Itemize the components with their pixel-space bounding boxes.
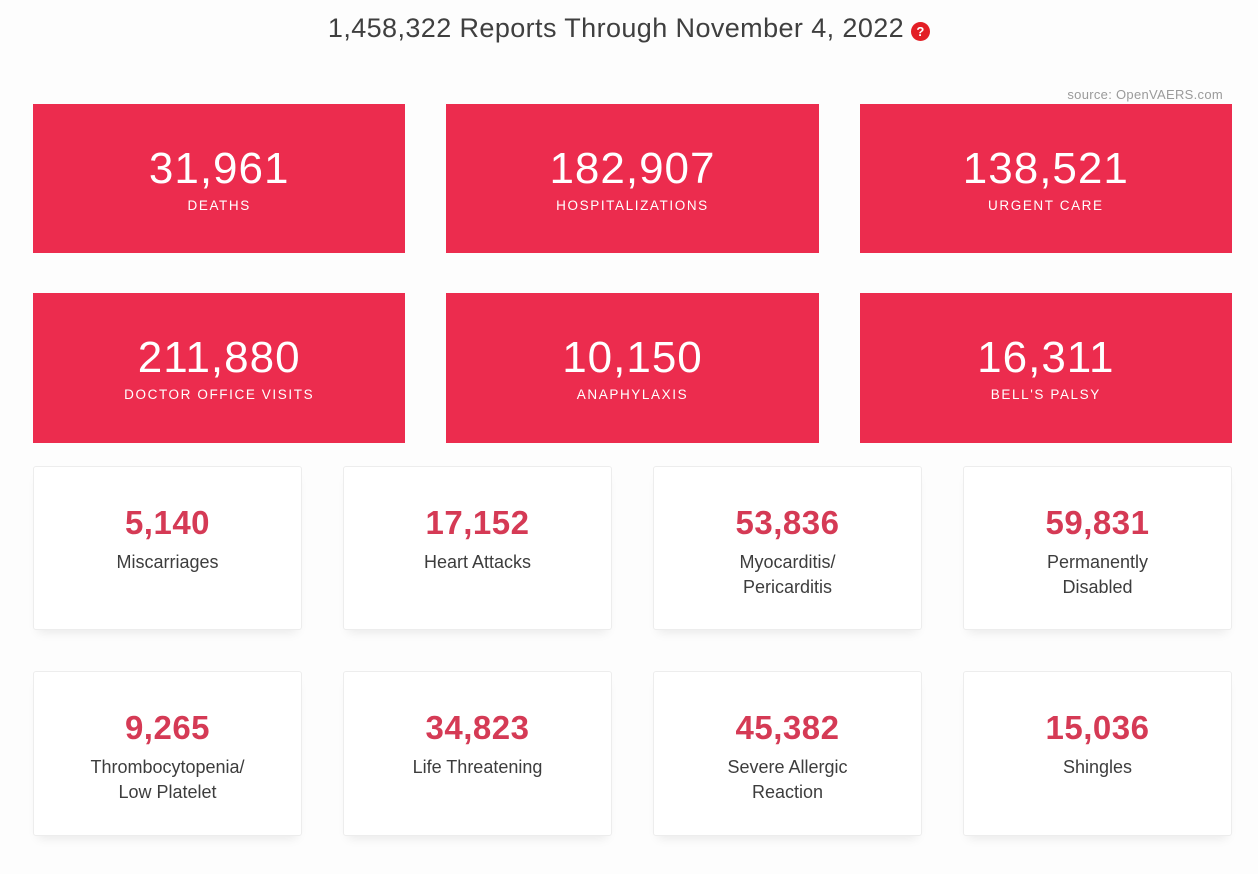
stat-value: 182,907: [549, 143, 716, 193]
stat-label: Permanently Disabled: [1046, 552, 1149, 597]
stat-card-miscarriages: 5,140 Miscarriages: [33, 466, 302, 630]
stat-tile-hospitalizations: 182,907 HOSPITALIZATIONS: [446, 104, 819, 253]
stat-card-heart-attacks: 17,152 Heart Attacks: [343, 466, 612, 630]
stat-value: 138,521: [962, 143, 1129, 193]
stat-label: HOSPITALIZATIONS: [556, 197, 709, 213]
source-credit: source: OpenVAERS.com: [1067, 87, 1223, 102]
stat-value: 16,311: [977, 333, 1115, 382]
stat-label: Heart Attacks: [423, 552, 532, 572]
stat-tile-doctor-office-visits: 211,880 DOCTOR OFFICE VISITS: [33, 293, 406, 443]
page-title: 1,458,322 Reports Through November 4, 20…: [0, 12, 1258, 44]
stat-label: Miscarriages: [116, 552, 219, 572]
stat-card-thrombocytopenia-low-platelet: 9,265 Thrombocytopenia/ Low Platelet: [33, 671, 302, 836]
stat-value: 34,823: [425, 709, 530, 746]
stat-tile-deaths: 31,961 DEATHS: [33, 104, 406, 253]
stat-card-shingles: 15,036 Shingles: [963, 671, 1232, 836]
openvaers-dashboard: 1,458,322 Reports Through November 4, 20…: [0, 12, 1258, 874]
stat-value: 211,880: [137, 333, 301, 382]
stat-label: BELL'S PALSY: [990, 387, 1101, 402]
secondary-cards-row-2: 9,265 Thrombocytopenia/ Low Platelet 34,…: [33, 671, 1232, 836]
primary-tiles-row-1: 31,961 DEATHS 182,907 HOSPITALIZATIONS 1…: [33, 104, 1232, 253]
stat-value: 17,152: [425, 504, 530, 541]
stat-tile-urgent-care: 138,521 URGENT CARE: [859, 104, 1232, 253]
stat-card-permanently-disabled: 59,831 Permanently Disabled: [963, 466, 1232, 630]
primary-tiles-row-2: 211,880 DOCTOR OFFICE VISITS 10,150 ANAP…: [33, 293, 1232, 443]
page-title-text: 1,458,322 Reports Through November 4, 20…: [327, 13, 905, 43]
stat-label: Shingles: [1062, 757, 1133, 777]
stat-tile-bells-palsy: 16,311 BELL'S PALSY: [859, 293, 1232, 443]
stat-value: 15,036: [1045, 709, 1150, 746]
secondary-cards-row-1: 5,140 Miscarriages 17,152 Heart Attacks …: [33, 466, 1232, 630]
stat-value: 9,265: [124, 709, 211, 746]
help-icon[interactable]: ?: [911, 22, 931, 42]
stat-label: Myocarditis/ Pericarditis: [739, 552, 836, 597]
stat-value: 59,831: [1045, 504, 1150, 541]
stat-value: 31,961: [148, 143, 290, 193]
stat-value: 53,836: [735, 504, 840, 541]
stat-value: 10,150: [562, 333, 703, 382]
stat-label: DEATHS: [187, 197, 251, 213]
stat-value: 45,382: [735, 709, 840, 746]
stat-tile-anaphylaxis: 10,150 ANAPHYLAXIS: [446, 293, 819, 443]
stat-value: 5,140: [124, 504, 211, 541]
stat-label: Severe Allergic Reaction: [727, 757, 848, 802]
stat-label: ANAPHYLAXIS: [576, 387, 689, 402]
stat-card-severe-allergic-reaction: 45,382 Severe Allergic Reaction: [653, 671, 922, 836]
stat-label: Thrombocytopenia/ Low Platelet: [90, 757, 245, 802]
stat-card-myocarditis-pericarditis: 53,836 Myocarditis/ Pericarditis: [653, 466, 922, 630]
stat-card-life-threatening: 34,823 Life Threatening: [343, 671, 612, 836]
stat-label: URGENT CARE: [988, 197, 1104, 213]
stat-label: Life Threatening: [412, 757, 543, 777]
stat-label: DOCTOR OFFICE VISITS: [124, 387, 315, 402]
